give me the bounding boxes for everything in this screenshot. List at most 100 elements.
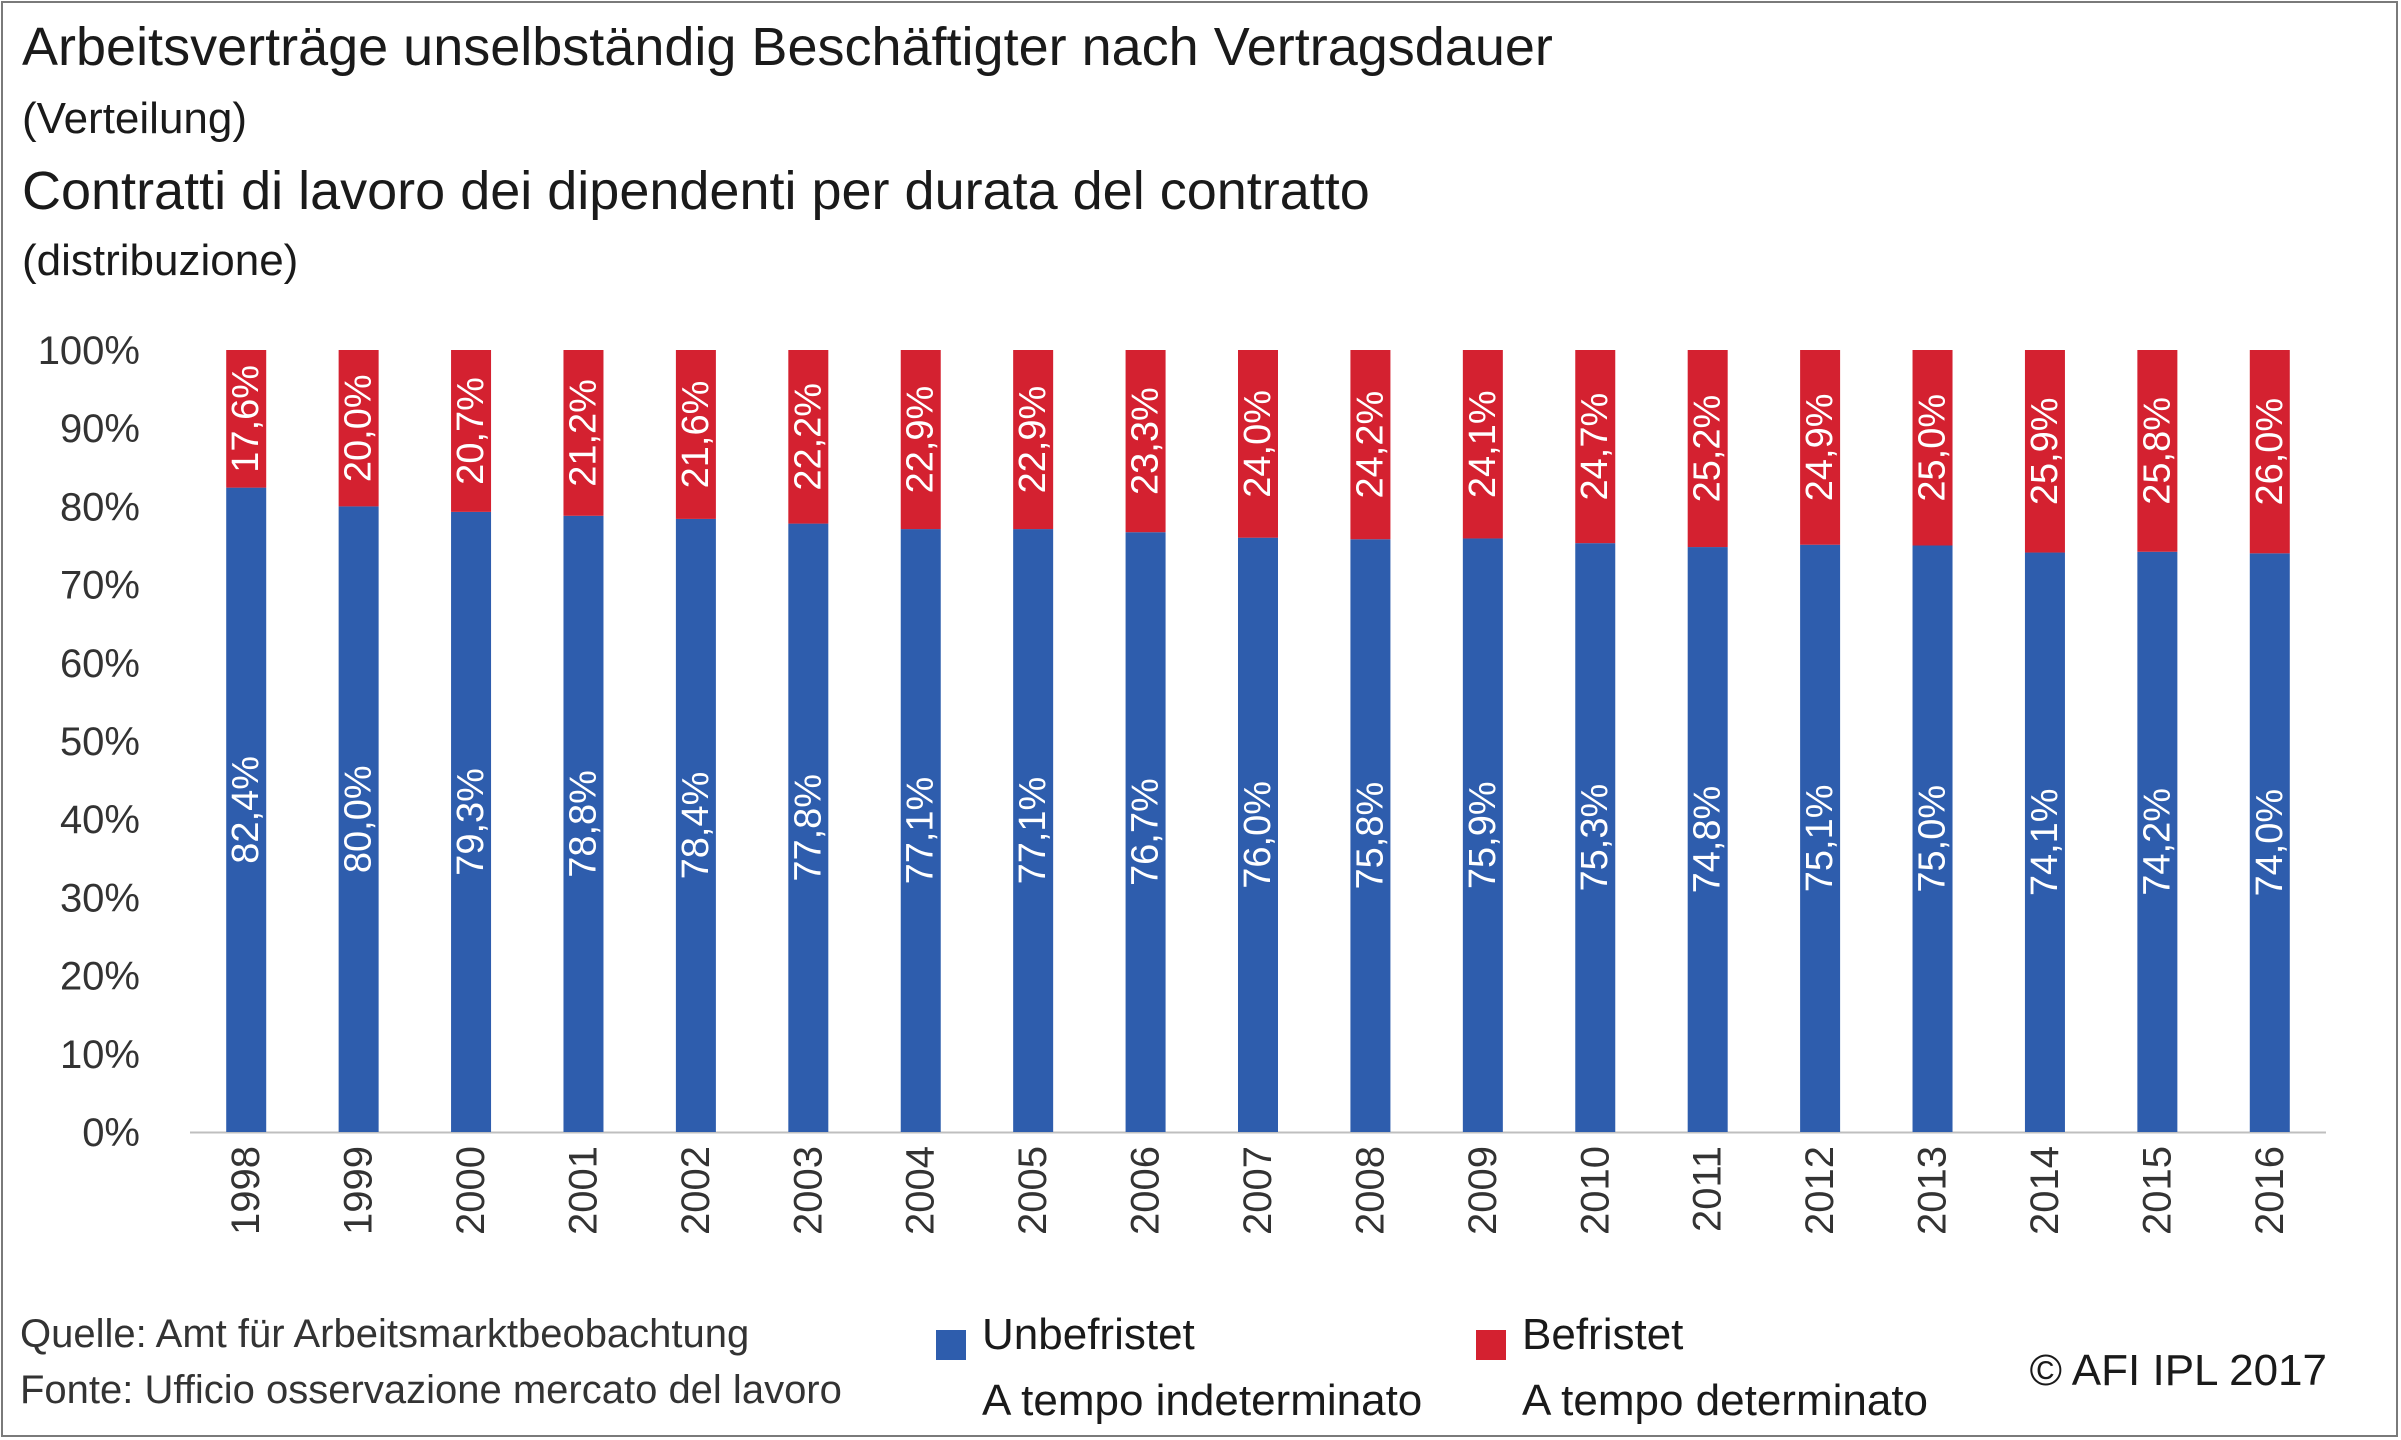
chart-title-it: Contratti di lavoro dei dipendenti per d… (22, 161, 1370, 221)
data-label-unbefristet: 77,8% (787, 774, 829, 882)
data-label-befristet: 21,2% (562, 379, 604, 487)
x-tick-label: 2003 (786, 1146, 830, 1235)
chart-subtitle-de: (Verteilung) (22, 94, 248, 143)
x-tick-label: 2004 (899, 1146, 943, 1235)
bar-befristet (338, 350, 379, 507)
x-tick-label: 2001 (561, 1146, 605, 1235)
bar-befristet (1575, 350, 1616, 544)
bar-unbefristet (338, 506, 379, 1132)
data-label-unbefristet: 75,3% (1574, 784, 1616, 892)
data-label-unbefristet: 75,9% (1462, 781, 1504, 889)
data-label-befristet: 20,7% (450, 377, 492, 485)
x-tick-label: 2008 (1348, 1146, 1392, 1235)
data-label-unbefristet: 79,3% (450, 768, 492, 876)
data-label-befristet: 17,6% (225, 365, 267, 473)
y-tick-label: 40% (60, 798, 140, 842)
data-label-unbefristet: 77,1% (900, 777, 942, 885)
data-label-unbefristet: 78,4% (675, 772, 717, 880)
bar-unbefristet (675, 518, 716, 1132)
bar-unbefristet (2024, 552, 2065, 1132)
data-label-befristet: 21,6% (675, 381, 717, 489)
data-label-unbefristet: 75,0% (1912, 785, 1954, 893)
y-tick-label: 60% (60, 642, 140, 686)
data-label-unbefristet: 74,0% (2249, 789, 2291, 897)
data-label-befristet: 24,2% (1349, 391, 1391, 499)
bar-unbefristet (788, 523, 829, 1132)
x-tick-label: 2013 (1911, 1146, 1955, 1235)
data-label-unbefristet: 77,1% (1012, 777, 1054, 885)
chart-title-de: Arbeitsverträge unselbständig Beschäftig… (22, 17, 1553, 77)
bar-unbefristet (451, 511, 492, 1132)
bar-befristet (1238, 350, 1278, 538)
data-label-befristet: 25,8% (2136, 397, 2178, 505)
bar-befristet (2137, 350, 2178, 552)
data-label-unbefristet: 74,2% (2136, 788, 2178, 896)
bar-unbefristet (2137, 551, 2178, 1132)
bar-befristet (675, 350, 716, 519)
data-label-befristet: 25,0% (1912, 394, 1954, 502)
bar-befristet (2249, 350, 2290, 554)
bar-befristet (451, 350, 492, 512)
bar-unbefristet (2249, 553, 2290, 1132)
x-tick-label: 2000 (449, 1146, 493, 1235)
x-tick-label: 2009 (1461, 1146, 1505, 1235)
data-label-befristet: 20,0% (338, 374, 380, 482)
data-label-befristet: 24,0% (1237, 390, 1279, 498)
legend-swatch-befristet (1476, 1330, 1506, 1360)
bar-unbefristet (1687, 547, 1728, 1132)
data-label-befristet: 22,9% (900, 386, 942, 494)
y-tick-label: 10% (60, 1033, 140, 1077)
bar-unbefristet (900, 529, 941, 1132)
bar-unbefristet (1912, 545, 1953, 1132)
bar-befristet (1350, 350, 1391, 540)
data-label-befristet: 25,2% (1687, 395, 1729, 503)
x-tick-label: 2002 (674, 1146, 718, 1235)
data-label-befristet: 23,3% (1125, 387, 1167, 495)
legend-label-de-befristet: Befristet (1522, 1310, 1684, 1359)
source-de: Quelle: Amt für Arbeitsmarktbeobachtung (20, 1312, 750, 1356)
legend-label-it-unbefristet: A tempo indeterminato (982, 1376, 1423, 1425)
x-tick-label: 2014 (2023, 1146, 2067, 1235)
bar-unbefristet (1462, 538, 1503, 1132)
y-tick-label: 100% (38, 329, 140, 373)
data-label-unbefristet: 75,1% (1799, 784, 1841, 892)
copyright: © AFI IPL 2017 (2029, 1346, 2327, 1395)
y-tick-label: 80% (60, 485, 140, 529)
x-tick-label: 2010 (1573, 1146, 1617, 1235)
bar-unbefristet (1013, 529, 1054, 1132)
x-tick-label: 1999 (337, 1146, 381, 1235)
data-label-befristet: 24,9% (1799, 393, 1841, 501)
x-tick-label: 2016 (2248, 1146, 2292, 1235)
data-label-unbefristet: 74,8% (1687, 786, 1729, 894)
y-tick-label: 30% (60, 876, 140, 920)
y-tick-label: 50% (60, 720, 140, 764)
bar-befristet (563, 350, 604, 516)
y-tick-label: 0% (82, 1111, 140, 1155)
bar-unbefristet (1800, 544, 1841, 1132)
bar-befristet (226, 350, 267, 488)
bar-befristet (788, 350, 829, 524)
data-label-unbefristet: 76,7% (1125, 778, 1167, 886)
x-tick-label: 2012 (1798, 1146, 1842, 1235)
x-tick-label: 2006 (1124, 1146, 1168, 1235)
bar-unbefristet (1238, 537, 1278, 1132)
bar-befristet (2024, 350, 2065, 553)
bar-unbefristet (1350, 539, 1391, 1132)
y-tick-label: 70% (60, 564, 140, 608)
data-label-befristet: 24,1% (1462, 390, 1504, 498)
bar-unbefristet (226, 487, 267, 1133)
x-tick-label: 2011 (1686, 1146, 1730, 1232)
bar-befristet (1912, 350, 1953, 546)
x-tick-label: 1998 (224, 1146, 268, 1235)
data-label-befristet: 24,7% (1574, 393, 1616, 501)
legend-label-it-befristet: A tempo determinato (1522, 1376, 1929, 1425)
x-tick-label: 2005 (1011, 1146, 1055, 1235)
legend-label-de-unbefristet: Unbefristet (982, 1310, 1195, 1359)
data-label-unbefristet: 74,1% (2024, 788, 2066, 896)
data-label-befristet: 22,2% (787, 383, 829, 491)
bar-befristet (1800, 350, 1841, 545)
bar-befristet (1462, 350, 1503, 539)
bar-befristet (1687, 350, 1728, 548)
y-tick-label: 90% (60, 407, 140, 451)
